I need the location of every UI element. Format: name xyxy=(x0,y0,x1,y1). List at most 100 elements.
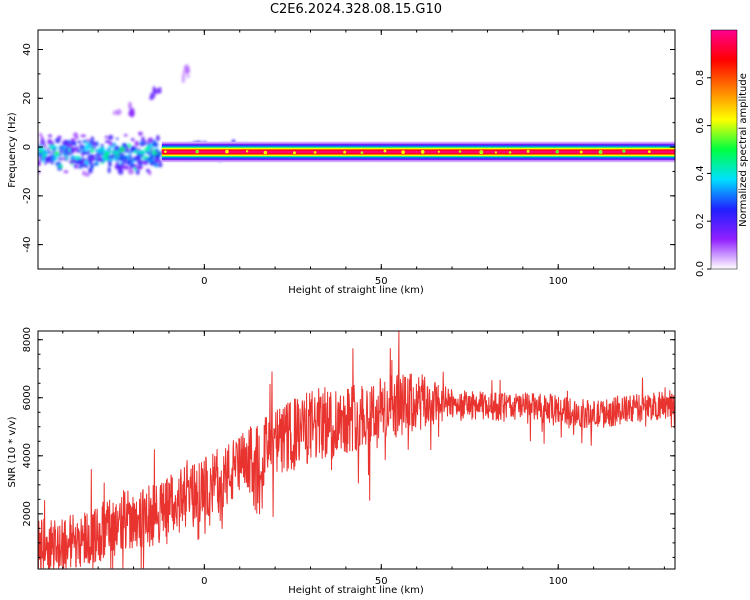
spectrogram-blob xyxy=(136,158,144,166)
spectrogram-fleck xyxy=(598,150,603,154)
spectrogram-blob xyxy=(130,158,136,162)
spectrogram-blob xyxy=(70,155,76,159)
spectrogram-spot xyxy=(129,107,135,118)
spectrogram-ytick-label: -20 xyxy=(22,188,33,204)
spectrogram-spot xyxy=(158,86,162,94)
spectrogram-blob xyxy=(123,165,129,170)
spectrogram-blob xyxy=(114,145,120,151)
spectrogram-blob xyxy=(135,168,140,175)
spectrogram-blob xyxy=(147,142,151,146)
colorbar-ticks: 0.0 0.2 0.4 0.6 0.8 xyxy=(695,70,711,277)
colorbar: 0.0 0.2 0.4 0.6 0.8 Normalized spectral ampl… xyxy=(695,29,749,277)
spectrogram-blob xyxy=(41,156,45,163)
spectrogram-blob xyxy=(91,141,98,146)
spectrogram-blob xyxy=(153,153,161,159)
spectrogram-blob xyxy=(104,135,108,139)
spectrogram-blob xyxy=(87,149,91,155)
spectrogram-blob xyxy=(62,139,69,147)
spectrogram-blob xyxy=(128,154,132,160)
spectrogram-fleck xyxy=(245,150,249,153)
spectrogram-blob xyxy=(48,143,55,149)
spectrogram-blob xyxy=(114,165,122,169)
spectrogram-blob xyxy=(107,158,113,161)
snr-ylabel: SNR (10 * v/v) xyxy=(7,416,18,487)
spectrogram-frame xyxy=(37,29,676,270)
snr-xtick-label: 100 xyxy=(549,576,568,587)
spectrogram-blob xyxy=(57,157,64,161)
spectrogram-panel: 0 50 100 -40 -20 0 20 40 Height of straight lin… xyxy=(7,29,676,296)
spectrogram-fleck xyxy=(479,150,484,155)
spectrogram-fleck xyxy=(508,151,512,154)
spectrogram-blob xyxy=(102,154,106,161)
spectrogram-blob xyxy=(92,146,96,150)
spectrogram-blob xyxy=(108,150,114,154)
spectrogram-fleck xyxy=(420,150,425,154)
spectrogram-fleck xyxy=(225,149,229,154)
figure-title: C2E6.2024.328.08.15.G10 xyxy=(270,2,442,17)
colorbar-scale xyxy=(710,29,738,270)
spectrogram-blob xyxy=(147,137,154,144)
spectrogram-blob xyxy=(72,133,79,137)
spectrogram-blob xyxy=(107,167,111,174)
spectrogram-blob xyxy=(38,152,44,157)
snr-ytick-label: 2000 xyxy=(22,501,33,526)
spectrogram-blob xyxy=(68,147,71,154)
spectrogram-blob xyxy=(80,134,87,138)
snr-xtick-label: 50 xyxy=(375,576,388,587)
spectrogram-spot xyxy=(149,95,154,101)
snr-xlabel: Height of straight line (km) xyxy=(288,585,424,596)
spectrogram-blob xyxy=(85,172,90,177)
spectrogram-blob xyxy=(146,147,151,153)
spectrogram-blob xyxy=(141,156,148,160)
spectrogram-ytick-label: 40 xyxy=(22,43,33,56)
spectrogram-blob xyxy=(87,155,93,158)
spectrogram-blob xyxy=(152,142,159,148)
spectrogram-blob xyxy=(108,134,114,141)
spectrogram-blob xyxy=(127,168,134,175)
spectrogram-blob xyxy=(115,137,119,140)
spectrogram-blob xyxy=(82,170,86,176)
spectrogram-blob xyxy=(71,141,76,146)
spectrogram-blob xyxy=(154,156,161,164)
spectrogram-blob xyxy=(85,141,89,145)
spectrogram-blob xyxy=(153,161,159,168)
spectrogram-fleck xyxy=(195,149,199,154)
spectrogram-blob xyxy=(97,157,103,162)
spectrogram-blob xyxy=(77,140,82,144)
spectrogram-xtick-label: 100 xyxy=(549,276,568,287)
spectrogram-blob xyxy=(155,149,158,153)
spectrogram-blob xyxy=(40,139,46,146)
spectrogram-blob xyxy=(127,150,133,154)
spectrogram-blob xyxy=(40,136,44,140)
spectrogram-blob xyxy=(85,164,89,168)
spectrogram-blob xyxy=(117,168,124,175)
spectrogram-blob xyxy=(90,163,94,170)
spectrogram-blob xyxy=(84,160,89,166)
spectrogram-fleck xyxy=(458,150,462,153)
spectrogram-blob xyxy=(78,165,81,169)
snr-xtick-label: 0 xyxy=(201,576,207,587)
spectrogram-fleck xyxy=(383,149,387,153)
spectrogram-blob xyxy=(47,157,51,160)
spectrogram-xlabel: Height of straight line (km) xyxy=(288,285,424,296)
spectrogram-blob xyxy=(141,136,145,142)
spectrogram-blob xyxy=(97,148,104,155)
spectrogram-blob xyxy=(73,164,77,168)
spectrogram-blob xyxy=(135,154,142,161)
spectrogram-blob xyxy=(120,164,125,170)
snr-series-line xyxy=(38,331,675,569)
spectrogram-ytick-label: -40 xyxy=(22,236,33,252)
spectrogram-fleck xyxy=(343,150,347,154)
spectrogram-carrier-band-7 xyxy=(161,150,675,153)
spectrogram-blob xyxy=(50,141,55,146)
spectrogram-blob xyxy=(149,161,155,166)
colorbar-label: Normalized spectral amplitude xyxy=(738,73,749,227)
spectrogram-fleck xyxy=(164,150,167,153)
spectrogram-blob xyxy=(120,154,126,160)
spectrogram-blob xyxy=(84,144,90,152)
spectrogram-blob xyxy=(125,146,130,153)
snr-ytick-label: 8000 xyxy=(22,327,33,352)
spectrogram-blob xyxy=(148,170,152,176)
spectrogram-fleck xyxy=(647,150,651,154)
